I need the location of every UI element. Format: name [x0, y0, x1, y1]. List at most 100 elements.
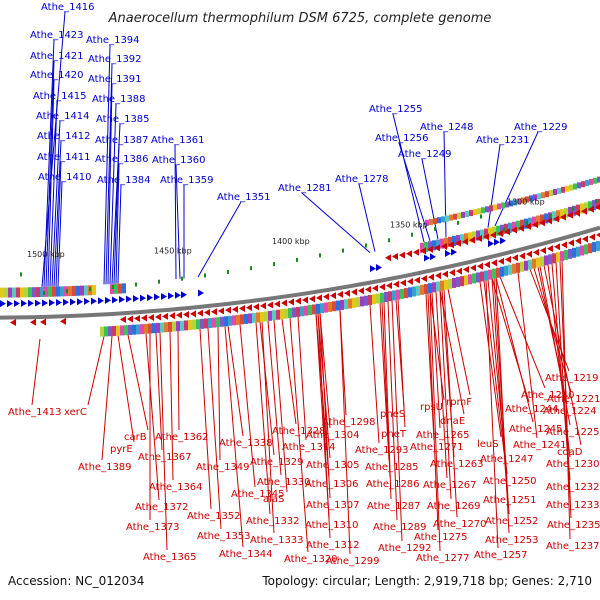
- reverse-gene-arrow: [589, 233, 595, 241]
- reverse-feature-block: [116, 325, 120, 336]
- gene-label: Athe_1286: [366, 479, 420, 490]
- reverse-feature-block: [444, 279, 448, 290]
- reverse-gene-arrow: [462, 238, 468, 246]
- reverse-gene-arrow: [582, 235, 588, 243]
- leader-line: [169, 331, 174, 481]
- reverse-feature-block: [348, 298, 352, 309]
- forward-feature-block: [580, 203, 584, 214]
- reverse-gene-arrow: [148, 314, 154, 322]
- reverse-gene-arrow: [420, 247, 426, 255]
- forward-feature-block: [488, 227, 492, 238]
- rna-marker: [181, 276, 183, 281]
- gene-label: Athe_1281: [278, 183, 332, 194]
- scale-tick-label: 1400 kbp: [272, 237, 310, 246]
- reverse-feature-block: [172, 321, 176, 332]
- reverse-feature-block: [336, 300, 340, 311]
- reverse-feature-block: [124, 325, 128, 336]
- rna-marker: [66, 289, 68, 294]
- forward-gene-arrow: [168, 292, 174, 300]
- gene-label: Athe_1352: [187, 511, 241, 522]
- reverse-feature-block: [292, 307, 296, 318]
- reverse-gene-arrow: [532, 221, 538, 229]
- reverse-gene-arrow: [428, 273, 434, 281]
- reverse-feature-block: [180, 320, 184, 331]
- leader-line: [103, 44, 111, 285]
- leader-line: [113, 144, 120, 284]
- gene-label: Athe_1365: [143, 552, 197, 563]
- reverse-feature-block: [392, 290, 396, 301]
- forward-gene-arrow: [49, 299, 55, 307]
- reverse-gene-arrow: [449, 269, 455, 277]
- reverse-gene-arrow: [120, 315, 126, 323]
- reverse-gene-arrow: [239, 305, 245, 313]
- forward-gene-arrow: [35, 299, 41, 307]
- reverse-gene-arrow: [518, 224, 524, 232]
- reverse-gene-arrow: [385, 254, 391, 262]
- reverse-feature-block: [364, 295, 368, 306]
- rna-marker: [43, 290, 45, 295]
- leader-line: [55, 161, 62, 287]
- gene-label: rpmF: [446, 397, 472, 408]
- forward-feature-block: [533, 194, 537, 201]
- forward-gene-arrow: [445, 250, 451, 258]
- gene-label: Athe_1387: [95, 135, 149, 146]
- reverse-gene-arrow: [448, 241, 454, 249]
- reverse-feature-block: [528, 259, 532, 270]
- reverse-feature-block: [228, 315, 232, 326]
- gene-label: Athe_1250: [483, 476, 537, 487]
- forward-gene-arrow: [14, 299, 20, 307]
- gene-label: Athe_1293: [355, 445, 409, 456]
- forward-feature-block: [556, 210, 560, 221]
- reverse-feature-block: [400, 288, 404, 299]
- forward-feature-block: [561, 186, 565, 193]
- leader-line: [31, 338, 41, 406]
- reverse-gene-arrow: [134, 315, 140, 323]
- forward-gene-arrow: [98, 297, 104, 305]
- reverse-feature-block: [448, 278, 452, 289]
- leader-line: [273, 319, 288, 493]
- reverse-gene-arrow: [323, 293, 329, 301]
- forward-feature-block: [584, 202, 588, 213]
- reverse-gene-arrow: [504, 228, 510, 236]
- forward-gene-arrow: [126, 295, 132, 303]
- reverse-gene-arrow: [344, 289, 350, 297]
- forward-feature-block: [521, 197, 525, 204]
- gene-label: Athe_1411: [37, 152, 91, 163]
- reverse-feature-block: [216, 317, 220, 328]
- forward-gene-arrow: [56, 299, 62, 307]
- gene-label: Athe_1231: [476, 135, 530, 146]
- reverse-feature-block: [508, 264, 512, 275]
- reverse-gene-arrow: [553, 215, 559, 223]
- scale-tick-label: 1500 kbp: [27, 250, 65, 259]
- forward-feature-block: [528, 217, 532, 228]
- leader-line: [499, 276, 546, 389]
- reverse-gene-arrow: [399, 251, 405, 259]
- reverse-gene-arrow: [490, 231, 496, 239]
- reverse-gene-arrow: [539, 219, 545, 227]
- leader-line: [301, 192, 371, 253]
- reverse-gene-arrow: [456, 267, 462, 275]
- reverse-gene-arrow: [442, 270, 448, 278]
- gene-label: Athe_1285: [365, 462, 419, 473]
- gene-label: Athe_1221: [547, 394, 600, 405]
- forward-feature-block: [464, 233, 468, 244]
- reverse-feature-block: [452, 277, 456, 288]
- rna-marker: [135, 282, 137, 287]
- leader-line: [317, 313, 331, 539]
- forward-feature-block: [449, 214, 453, 221]
- forward-gene-arrow: [119, 296, 125, 304]
- reverse-gene-arrow: [498, 257, 504, 265]
- reverse-feature-block: [504, 265, 508, 276]
- forward-gene-arrow: [451, 248, 457, 256]
- forward-gene-arrow: [84, 297, 90, 305]
- leader-line: [439, 290, 452, 500]
- gene-label: Athe_1263: [430, 459, 484, 470]
- reverse-feature-block: [340, 299, 344, 310]
- forward-feature-block: [485, 206, 489, 213]
- gene-label: pyrE: [110, 444, 133, 455]
- reverse-gene-arrow: [476, 234, 482, 242]
- forward-gene-arrow: [28, 299, 34, 307]
- reverse-gene-arrow: [169, 312, 175, 320]
- leader-line: [177, 330, 180, 431]
- leader-line: [319, 313, 331, 499]
